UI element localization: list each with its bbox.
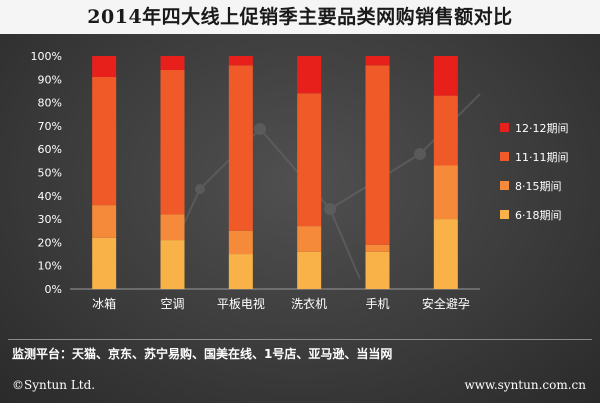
y-tick-label: 30% (38, 213, 62, 226)
bar-segment (365, 56, 390, 66)
y-tick-label: 40% (38, 190, 62, 203)
x-tick-label: 冰箱 (92, 296, 116, 311)
bar-segment (365, 251, 390, 289)
bar-segment (433, 219, 458, 289)
bar-segment (433, 56, 458, 96)
bar-segment (228, 65, 253, 231)
y-tick-label: 50% (38, 167, 62, 180)
bar-segment (160, 56, 185, 70)
footer-divider (8, 339, 592, 340)
bar-segment (92, 205, 117, 238)
legend-swatch (500, 123, 509, 132)
bar-segment (228, 56, 253, 66)
y-tick-label: 20% (38, 236, 62, 249)
legend-swatch (500, 152, 509, 161)
legend-label: 11·11期间 (515, 151, 569, 164)
y-tick-label: 80% (38, 97, 62, 110)
bar-segment (433, 95, 458, 166)
legend-swatch (500, 210, 509, 219)
x-tick-label: 安全避孕 (422, 296, 470, 311)
bar-segment (228, 254, 253, 289)
x-tick-label: 手机 (365, 297, 389, 311)
bar-segment (297, 93, 322, 227)
bar-segment (92, 237, 117, 289)
bar-segment (92, 56, 117, 77)
bar-segment (160, 214, 185, 241)
legend-label: 12·12期间 (515, 122, 569, 135)
y-tick-label: 70% (38, 120, 62, 133)
monitor-platforms: 监测平台：天猫、京东、苏宁易购、国美在线、1号店、亚马逊、当当网 (12, 347, 393, 361)
bar-segment (228, 230, 253, 255)
y-tick-label: 10% (38, 260, 62, 273)
x-tick-label: 洗衣机 (291, 296, 327, 311)
bar-segment (297, 56, 322, 94)
legend-label: 6·18期间 (515, 209, 562, 222)
y-tick-label: 0% (45, 283, 62, 296)
bar-segment (160, 69, 185, 215)
bar-segment (365, 244, 390, 252)
y-tick-label: 90% (38, 73, 62, 86)
bar-segment (365, 65, 390, 245)
bar-segment (92, 76, 117, 206)
y-tick-label: 60% (38, 143, 62, 156)
stacked-bar-chart: 0% 10% 20% 30% 40% 50% 60% 70% 80% 90% 100% 冰箱 空调 平板… (31, 50, 569, 311)
bar-segment (160, 240, 185, 289)
title-bar: 2014年四大线上促销季主要品类网购销售额对比 (0, 0, 600, 34)
x-tick-label: 空调 (160, 297, 184, 311)
decorative-network (164, 93, 481, 280)
bar-segment (297, 251, 322, 289)
bar-segment (297, 226, 322, 252)
x-tick-label: 平板电视 (217, 296, 265, 311)
legend-swatch (500, 181, 509, 190)
website: www.syntun.com.cn (464, 378, 586, 392)
copyright: ©Syntun Ltd. (12, 378, 96, 392)
chart-title: 2014年四大线上促销季主要品类网购销售额对比 (87, 6, 513, 28)
legend-label: 8·15期间 (515, 180, 562, 193)
y-tick-label: 100% (31, 50, 62, 63)
bar-segment (433, 165, 458, 220)
